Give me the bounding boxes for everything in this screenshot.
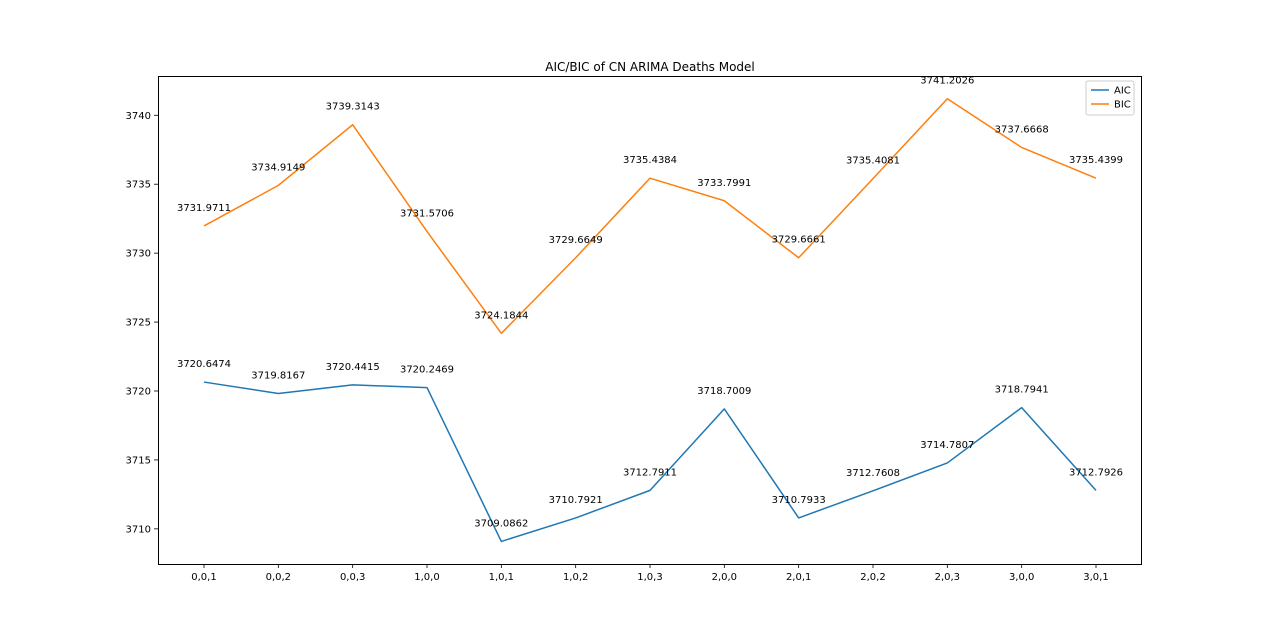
data-labels-layer: 3720.6474 3719.8167 3720.4415 3720.2469 3709… [177,76,1123,530]
legend-label-bic: BIC [1114,100,1131,111]
x-tick-label: 1,0,3 [637,572,662,583]
data-label-aic: 3720.6474 [177,359,231,370]
data-label-aic: 3709.0862 [474,518,528,529]
data-label-bic: 3734.9149 [251,162,305,173]
data-label-bic: 3735.4399 [1069,155,1123,166]
x-tick-label: 0,0,2 [266,572,291,583]
data-label-bic: 3737.6668 [995,124,1049,135]
data-label-bic: 3739.3143 [326,102,380,113]
data-label-aic: 3720.2469 [400,365,454,376]
x-tick-label: 2,0,1 [786,572,811,583]
x-tick-label: 0,0,3 [340,572,365,583]
y-tick-label: 3730 [126,249,151,260]
data-label-aic: 3712.7926 [1069,467,1123,478]
data-label-bic: 3731.5706 [400,208,454,219]
data-label-bic: 3729.6649 [549,235,603,246]
data-label-aic: 3712.7911 [623,467,677,478]
x-tick-label: 1,0,0 [414,572,439,583]
x-tick-label: 2,0,3 [935,572,960,583]
data-label-aic: 3710.7933 [772,495,826,506]
x-tick-label: 1,0,1 [489,572,514,583]
x-tick-label: 3,0,0 [1009,572,1034,583]
data-label-aic: 3719.8167 [251,371,305,382]
y-axis: 3710 3715 3720 3725 3730 3735 3740 [126,111,158,535]
data-label-aic: 3720.4415 [326,362,380,373]
y-tick-label: 3720 [126,386,151,397]
plot-area-frame [158,76,1142,565]
y-tick-label: 3735 [126,180,151,191]
data-label-bic: 3741.2026 [920,76,974,87]
data-label-bic: 3731.9711 [177,203,231,214]
data-label-bic: 3735.4081 [846,156,900,167]
data-label-bic: 3729.6661 [772,235,826,246]
data-label-aic: 3718.7941 [995,385,1049,396]
data-label-aic: 3712.7608 [846,468,900,479]
data-label-aic: 3710.7921 [549,495,603,506]
series-layer [203,97,1097,543]
y-tick-label: 3725 [126,318,151,329]
legend-label-aic: AIC [1114,86,1131,97]
x-tick-label: 1,0,2 [563,572,588,583]
series-line-aic [203,381,1097,543]
y-tick-label: 3710 [126,524,151,535]
x-axis: 0,0,1 0,0,2 0,0,3 1,0,0 1,0,1 1,0,2 1,0,3 2,0,0… [191,564,1109,583]
data-label-aic: 3718.7009 [697,386,751,397]
y-tick-label: 3740 [126,111,151,122]
x-tick-label: 0,0,1 [191,572,216,583]
data-label-bic: 3733.7991 [697,178,751,189]
legend: AIC BIC [1085,80,1135,116]
data-label-bic: 3735.4384 [623,155,677,166]
chart-title: AIC/BIC of CN ARIMA Deaths Model [545,60,755,74]
x-tick-label: 2,0,2 [860,572,885,583]
y-tick-label: 3715 [126,455,151,466]
x-tick-label: 3,0,1 [1083,572,1108,583]
data-label-aic: 3714.7807 [920,440,974,451]
series-line-bic [203,97,1097,335]
data-label-bic: 3724.1844 [474,310,528,321]
x-tick-label: 2,0,0 [712,572,737,583]
